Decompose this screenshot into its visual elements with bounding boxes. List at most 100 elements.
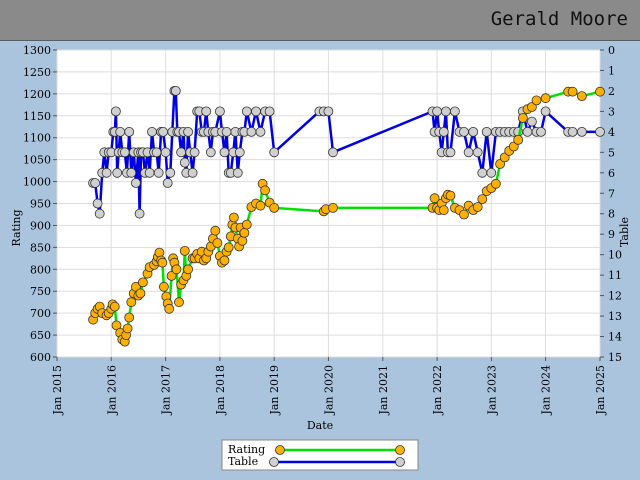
y2-tick-label: 14 xyxy=(608,331,622,344)
table-series-point xyxy=(221,126,232,137)
table-series-point xyxy=(170,86,181,96)
rating-series-point xyxy=(527,102,537,112)
rating-series-point xyxy=(438,205,449,216)
table-series-point xyxy=(205,147,216,158)
y2-tick-label: 7 xyxy=(608,187,615,200)
table-series-point xyxy=(232,167,243,178)
rating-series-point xyxy=(429,193,440,204)
legend-marker-table-end xyxy=(395,457,405,467)
table-series-point xyxy=(440,106,451,117)
y2-tick-label: 15 xyxy=(608,351,622,364)
table-series-point xyxy=(241,106,252,117)
table-series-point xyxy=(577,126,587,137)
table-series-point xyxy=(463,147,474,158)
rating-series-point xyxy=(157,257,168,268)
table-series-point xyxy=(477,167,488,178)
y-tick-label: 1150 xyxy=(23,110,51,123)
table-series-point xyxy=(94,208,105,219)
rating-series-point xyxy=(154,247,165,258)
table-series-point xyxy=(445,147,456,158)
legend-label-rating: Rating xyxy=(228,443,265,456)
x-tick-label: Jan 2021 xyxy=(377,365,390,416)
table-series-point xyxy=(255,126,266,137)
legend-marker-table-start xyxy=(269,457,279,467)
legend-marker-rating-start xyxy=(275,445,285,455)
rating-series-point xyxy=(495,159,506,169)
x-tick-label: Jan 2016 xyxy=(105,365,118,416)
rating-series-point xyxy=(328,202,338,213)
legend-marker-rating-end xyxy=(395,445,405,455)
table-series-point xyxy=(522,126,533,137)
y2-tick-label: 0 xyxy=(608,44,615,57)
y-tick-label: 1000 xyxy=(23,176,51,189)
y2-tick-label: 12 xyxy=(608,290,622,303)
rating-series-point xyxy=(212,238,223,248)
rating-series-point xyxy=(219,255,230,266)
table-series-point xyxy=(269,147,280,158)
table-series-point xyxy=(115,126,126,137)
x-tick-label: Jan 2025 xyxy=(594,365,607,416)
table-series-point xyxy=(153,167,164,178)
table-series-point xyxy=(92,198,103,209)
x-tick-label: Jan 2020 xyxy=(322,365,335,416)
table-series-point xyxy=(112,167,123,178)
table-series-point xyxy=(187,167,198,178)
y2-tick-label: 11 xyxy=(608,269,622,282)
table-series-point xyxy=(158,126,169,137)
table-series-point xyxy=(486,167,497,178)
rating-series-point xyxy=(531,95,542,106)
y-tick-label: 1200 xyxy=(23,88,51,101)
table-series-point xyxy=(160,147,171,158)
title-bar: Gerald Moore xyxy=(0,0,640,41)
rating-series-point xyxy=(137,277,148,288)
rating-series-point xyxy=(260,185,271,196)
y-axis-label: Rating xyxy=(10,209,23,246)
rating-series-point xyxy=(174,297,184,308)
rating-series-point xyxy=(577,91,587,101)
table-series-point xyxy=(595,126,605,137)
table-series-point xyxy=(251,106,261,117)
rating-series-point xyxy=(228,212,239,223)
y-tick-label: 900 xyxy=(30,219,51,232)
x-tick-label: Jan 2023 xyxy=(485,365,498,416)
table-series-point xyxy=(201,106,212,117)
x-tick-label: Jan 2019 xyxy=(268,365,281,416)
table-series-point xyxy=(189,147,200,158)
y2-tick-label: 4 xyxy=(608,126,615,139)
table-series-point xyxy=(130,178,141,188)
y2-axis-label: Table xyxy=(618,217,631,247)
y2-tick-label: 8 xyxy=(608,208,615,221)
y-tick-label: 750 xyxy=(30,285,51,298)
table-series-point xyxy=(165,167,176,178)
table-series-point xyxy=(119,147,130,158)
table-series-point xyxy=(126,167,137,178)
rating-series-point xyxy=(164,303,175,314)
table-series-point xyxy=(540,106,551,117)
table-series-point xyxy=(90,178,101,188)
x-tick-label: Jan 2018 xyxy=(214,365,227,416)
table-series-point xyxy=(449,106,460,117)
rating-series-point xyxy=(135,288,146,299)
table-series-point xyxy=(264,106,275,117)
y-tick-label: 650 xyxy=(30,329,51,342)
series-layer xyxy=(88,86,605,347)
x-axis-label: Date xyxy=(307,419,333,432)
table-series-point xyxy=(147,126,157,137)
rating-series-point xyxy=(595,86,605,97)
y-tick-label: 1050 xyxy=(23,154,51,167)
rating-series-point xyxy=(126,297,137,308)
table-series-point xyxy=(134,208,145,219)
table-series-point xyxy=(183,126,194,137)
table-series-point xyxy=(101,167,112,178)
table-series-point xyxy=(151,147,162,158)
rating-series-point xyxy=(459,209,469,220)
table-series-point xyxy=(124,126,135,137)
legend-box xyxy=(221,439,419,471)
y-tick-label: 800 xyxy=(30,263,51,276)
y-tick-label: 1250 xyxy=(23,66,51,79)
table-series-point xyxy=(468,126,479,137)
rating-series-point xyxy=(223,242,234,253)
rating-series-point xyxy=(477,194,488,205)
